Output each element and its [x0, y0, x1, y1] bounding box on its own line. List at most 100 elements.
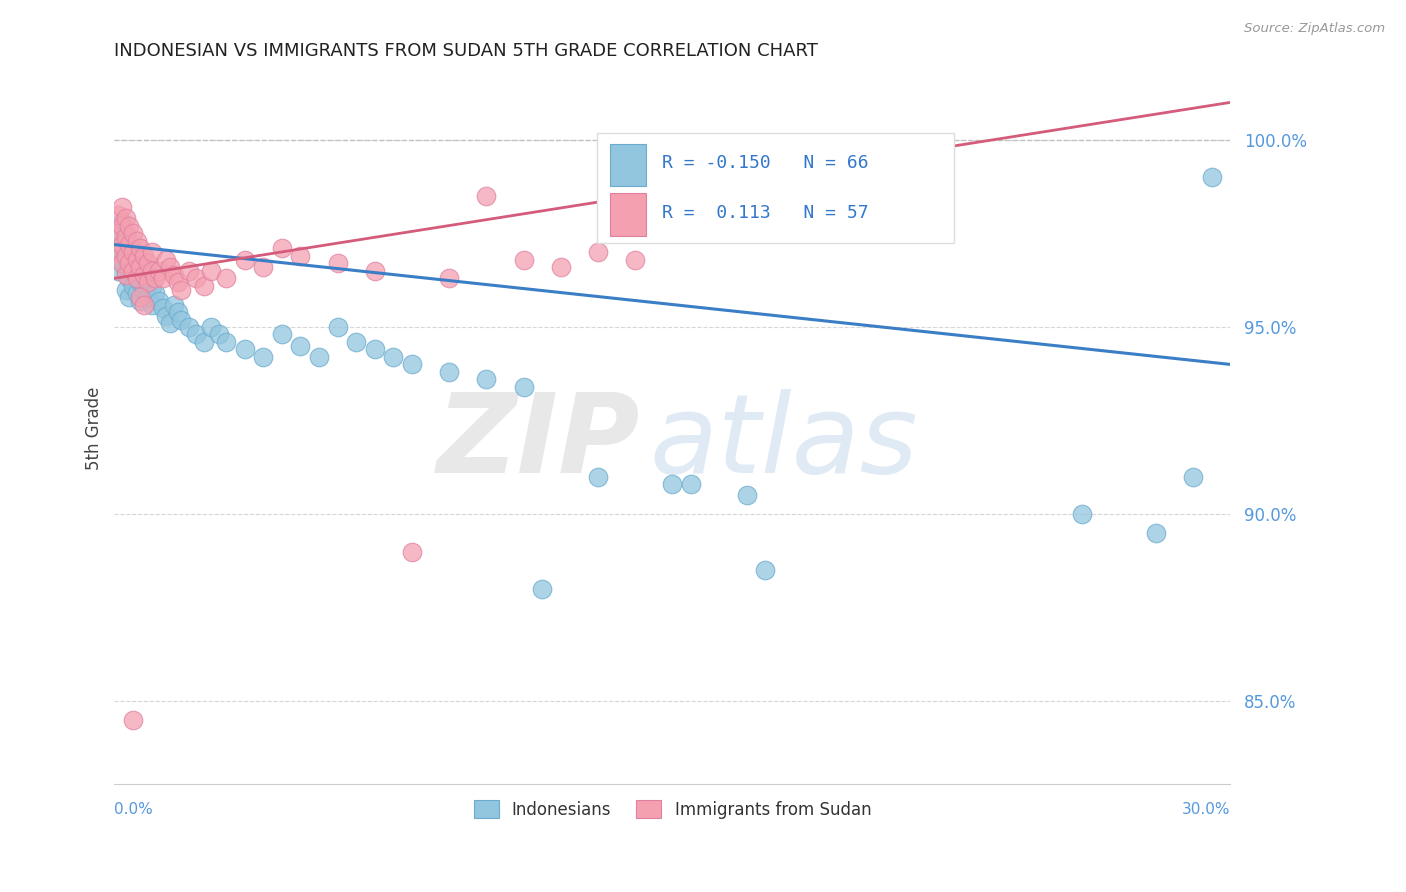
Point — [170, 283, 193, 297]
Point — [679, 477, 702, 491]
Point — [125, 271, 148, 285]
Point — [114, 249, 136, 263]
Point — [661, 477, 683, 491]
Point — [215, 334, 238, 349]
Point — [107, 227, 129, 241]
Point — [107, 245, 129, 260]
Point — [114, 283, 136, 297]
Point — [270, 241, 292, 255]
Point — [122, 241, 145, 255]
Point — [114, 211, 136, 226]
Point — [111, 215, 134, 229]
Point — [166, 305, 188, 319]
Point — [118, 252, 141, 267]
Point — [141, 264, 163, 278]
Point — [134, 268, 156, 282]
Point — [125, 252, 148, 267]
Point — [586, 469, 609, 483]
Point — [136, 290, 159, 304]
Legend: Indonesians, Immigrants from Sudan: Indonesians, Immigrants from Sudan — [467, 793, 877, 825]
Point — [252, 260, 274, 274]
Point — [111, 252, 134, 267]
Point — [118, 219, 141, 233]
Point — [107, 227, 129, 241]
Point — [111, 237, 134, 252]
Point — [233, 252, 256, 267]
Point — [114, 227, 136, 241]
Point — [122, 278, 145, 293]
Point — [111, 219, 134, 233]
Point — [129, 260, 152, 274]
Point — [134, 297, 156, 311]
Point — [125, 234, 148, 248]
Point — [125, 268, 148, 282]
Point — [550, 260, 572, 274]
Text: R =  0.113   N = 57: R = 0.113 N = 57 — [662, 204, 869, 222]
Point — [163, 268, 186, 282]
Point — [475, 372, 498, 386]
Point — [1144, 525, 1167, 540]
Point — [326, 256, 349, 270]
Point — [118, 290, 141, 304]
Point — [439, 271, 461, 285]
Text: 0.0%: 0.0% — [114, 803, 153, 817]
Point — [308, 350, 330, 364]
Point — [290, 249, 312, 263]
FancyBboxPatch shape — [610, 194, 645, 236]
Point — [531, 582, 554, 596]
Point — [155, 309, 177, 323]
Point — [170, 312, 193, 326]
Point — [326, 320, 349, 334]
Point — [401, 358, 423, 372]
Point — [290, 339, 312, 353]
Point — [215, 271, 238, 285]
Point — [166, 275, 188, 289]
Point — [270, 327, 292, 342]
Point — [143, 286, 166, 301]
Point — [143, 271, 166, 285]
Point — [136, 275, 159, 289]
Point — [118, 234, 141, 248]
Point — [114, 268, 136, 282]
Point — [125, 286, 148, 301]
Point — [186, 271, 208, 285]
Point — [155, 252, 177, 267]
Point — [148, 264, 170, 278]
Point — [129, 290, 152, 304]
Point — [152, 271, 174, 285]
Point — [364, 343, 387, 357]
Point — [136, 271, 159, 285]
Point — [193, 278, 215, 293]
Point — [107, 264, 129, 278]
Text: atlas: atlas — [650, 389, 918, 496]
Point — [129, 256, 152, 270]
Point — [186, 327, 208, 342]
Point — [382, 350, 405, 364]
Point — [1182, 469, 1205, 483]
Point — [111, 200, 134, 214]
Point — [200, 320, 222, 334]
Point — [233, 343, 256, 357]
Point — [111, 237, 134, 252]
Point — [735, 488, 758, 502]
Point — [122, 227, 145, 241]
Point — [134, 264, 156, 278]
Point — [512, 380, 534, 394]
Point — [136, 256, 159, 270]
Point — [114, 264, 136, 278]
Point — [207, 327, 229, 342]
FancyBboxPatch shape — [596, 133, 953, 244]
Point — [148, 293, 170, 308]
Point — [159, 316, 181, 330]
Text: 30.0%: 30.0% — [1182, 803, 1230, 817]
Text: R = -0.150   N = 66: R = -0.150 N = 66 — [662, 153, 869, 172]
Point — [141, 245, 163, 260]
Point — [200, 264, 222, 278]
Point — [134, 283, 156, 297]
Point — [754, 563, 776, 577]
Point — [114, 245, 136, 260]
Point — [1201, 170, 1223, 185]
Point — [122, 264, 145, 278]
Point — [475, 189, 498, 203]
Point — [129, 293, 152, 308]
